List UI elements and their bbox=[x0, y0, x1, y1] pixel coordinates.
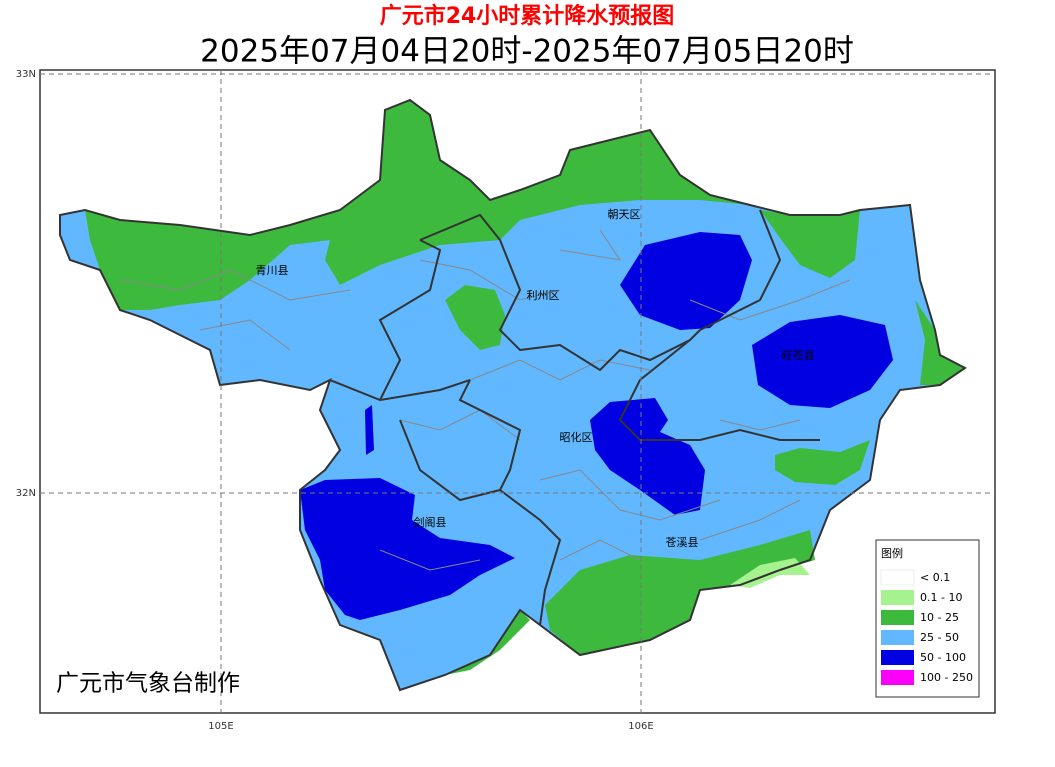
town-boundary bbox=[119, 229, 851, 571]
place-label: 剑阁县 bbox=[414, 515, 447, 529]
place-label: 苍溪县 bbox=[666, 536, 699, 549]
credit: 广元市气象台制作 bbox=[56, 671, 240, 697]
map-title: 广元市24小时累计降水预报图 bbox=[380, 3, 675, 29]
legend-swatch bbox=[881, 630, 914, 645]
legend-label: 25 - 50 bbox=[920, 631, 959, 644]
legend-swatch bbox=[881, 610, 914, 625]
rain-area bbox=[300, 478, 515, 620]
lon-label: 105E bbox=[208, 721, 233, 732]
legend-swatch bbox=[880, 569, 915, 586]
rain-area bbox=[85, 100, 750, 310]
place-label: 青川县 bbox=[256, 264, 289, 277]
place-label: 昭化区 bbox=[560, 430, 593, 444]
map-subtitle: 2025年07月04日20时-2025年07月05日20时 bbox=[200, 34, 854, 70]
rain-area bbox=[752, 315, 893, 408]
rain-area bbox=[915, 300, 965, 385]
rain-area bbox=[590, 398, 705, 515]
legend-swatch bbox=[881, 590, 914, 605]
place-label: 利州区 bbox=[527, 289, 560, 302]
rain-area bbox=[775, 440, 870, 485]
lon-label: 106E bbox=[628, 721, 653, 732]
legend-title: 图例 bbox=[881, 546, 903, 560]
legend: 图例 < 0.1 0.1 - 10 10 - 25 25 - 50 50 - 100 10… bbox=[875, 539, 980, 698]
rain-area bbox=[445, 610, 530, 675]
lat-label: 32N bbox=[16, 488, 36, 499]
legend-swatch bbox=[881, 670, 914, 685]
legend-label: < 0.1 bbox=[920, 571, 950, 584]
legend-label: 50 - 100 bbox=[920, 651, 966, 664]
rain-area bbox=[365, 405, 374, 455]
rain-area bbox=[445, 285, 505, 350]
rain-area bbox=[760, 210, 860, 278]
legend-label: 10 - 25 bbox=[920, 611, 959, 624]
county-boundary bbox=[59, 98, 967, 692]
place-label: 旺苍县 bbox=[782, 349, 815, 362]
legend-label: 0.1 - 10 bbox=[920, 591, 962, 604]
graticule: 33N 32N 105E 106E bbox=[16, 69, 995, 732]
legend-label: 100 - 250 bbox=[920, 671, 973, 684]
rain-area bbox=[545, 530, 815, 655]
lat-label: 33N bbox=[16, 69, 36, 80]
rain-area bbox=[620, 232, 752, 330]
place-label: 朝天区 bbox=[608, 208, 641, 221]
legend-swatch bbox=[881, 650, 914, 665]
